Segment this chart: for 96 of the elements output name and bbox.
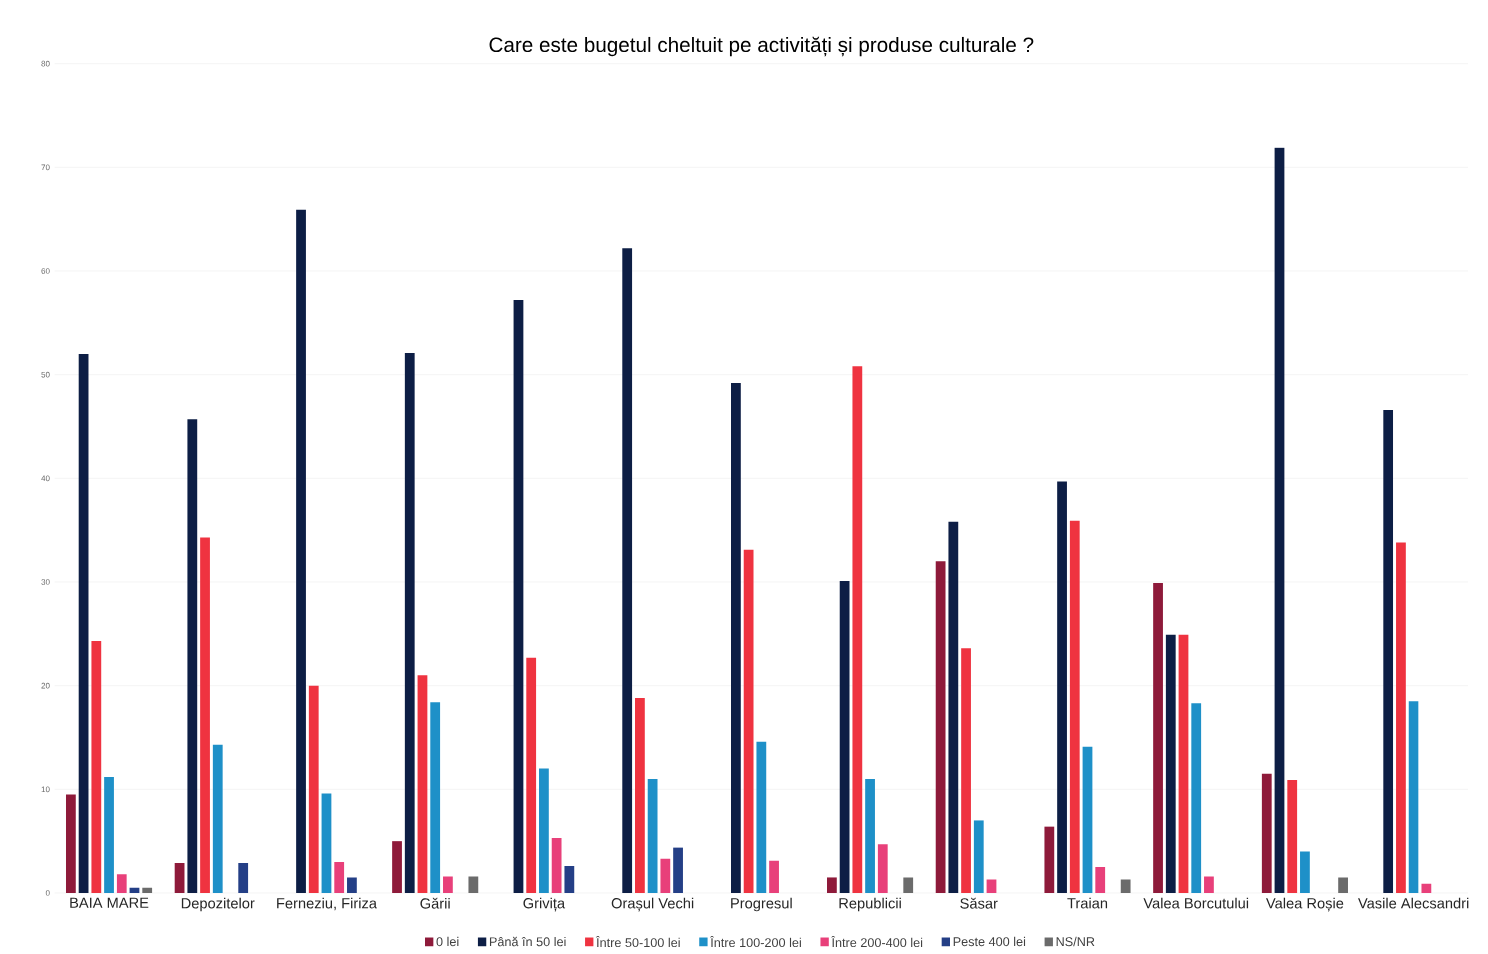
- bar: [104, 776, 114, 893]
- bar: [78, 353, 89, 893]
- bar: [347, 877, 357, 893]
- bar: [564, 865, 575, 893]
- bar: [1057, 481, 1067, 893]
- x-tick-label: Săsar: [960, 897, 998, 909]
- x-tick-label: Valea Borcutului: [1143, 897, 1249, 909]
- bar: [622, 248, 633, 893]
- y-tick-label: 0: [45, 890, 50, 896]
- y-tick-label: 10: [41, 786, 50, 793]
- bar: [1261, 773, 1272, 893]
- bar: [308, 685, 319, 893]
- bar: [526, 657, 537, 893]
- bar: [1383, 409, 1394, 893]
- x-tick-label: Vasile Alecsandri: [1358, 897, 1469, 909]
- bar: [1044, 826, 1055, 893]
- bar: [961, 648, 971, 893]
- bar: [187, 419, 198, 893]
- bar: [647, 778, 658, 893]
- bar: [296, 209, 306, 893]
- bar: [443, 876, 453, 893]
- bar: [65, 794, 76, 893]
- x-tick-label: Traian: [1067, 897, 1108, 909]
- x-tick-label: Ferneziu, Firiza: [277, 897, 377, 911]
- bar: [865, 778, 875, 893]
- legend-label: Între 100-200 lei: [709, 935, 801, 947]
- y-tick-label: 70: [41, 164, 50, 171]
- bar: [1165, 634, 1176, 893]
- bar: [660, 858, 671, 893]
- bar: [635, 697, 645, 893]
- y-tick-label: 40: [41, 475, 50, 482]
- bar: [1408, 701, 1419, 893]
- bar: [1178, 634, 1189, 893]
- legend-label: Peste 400 lei: [953, 936, 1026, 946]
- bar: [1421, 883, 1432, 893]
- x-tick-label: Orașul Vechi: [611, 897, 694, 912]
- bar: [1287, 779, 1298, 893]
- bar: [756, 741, 767, 893]
- legend-label: NS/NR: [1056, 936, 1095, 946]
- bar: [839, 580, 850, 893]
- y-tick-label: 30: [41, 579, 50, 585]
- bar: [1191, 703, 1202, 893]
- legend-label: Până în 50 lei: [489, 936, 566, 947]
- x-tick-label: BAIA MARE: [70, 897, 149, 908]
- bar: [1095, 866, 1106, 893]
- bar: [1153, 582, 1163, 893]
- y-tick-label: 80: [41, 60, 50, 67]
- bar: [1300, 851, 1310, 893]
- legend-label: 0 lei: [436, 936, 459, 946]
- bar: [973, 820, 984, 893]
- bar: [1274, 147, 1285, 893]
- bar: [174, 862, 185, 893]
- bar: [551, 837, 562, 893]
- legend-label: Între 50-100 lei: [595, 935, 680, 947]
- bar: [1069, 520, 1080, 893]
- bar: [1396, 542, 1406, 893]
- bar: [392, 841, 402, 893]
- bar: [513, 299, 524, 893]
- bar: [1204, 876, 1214, 893]
- bar: [430, 702, 441, 893]
- x-tick-label: Gării: [420, 897, 450, 909]
- bar: [852, 366, 863, 893]
- bar: [334, 861, 345, 893]
- chart-title: Care este bugetul cheltuit pe activități și produse culturale ?: [489, 36, 1034, 57]
- bar: [903, 877, 914, 893]
- y-tick-label: 20: [41, 682, 50, 689]
- bar: [116, 874, 127, 893]
- y-tick-label: 50: [41, 371, 50, 378]
- bar: [417, 675, 428, 893]
- bar: [212, 744, 223, 893]
- x-tick-label: Progresul: [731, 897, 792, 912]
- x-tick-label: Valea Roșie: [1266, 897, 1344, 912]
- bar: [539, 768, 549, 893]
- bar: [877, 844, 888, 893]
- bar: [91, 640, 102, 893]
- x-tick-label: Republicii: [839, 897, 901, 912]
- bar: [404, 352, 415, 893]
- bar: [743, 549, 754, 893]
- bar: [1120, 879, 1131, 893]
- bar: [200, 537, 210, 893]
- bar: [1082, 746, 1093, 893]
- legend-label: Între 200-400 lei: [831, 935, 923, 947]
- x-tick-label: Depozitelor: [181, 897, 255, 912]
- bar: [468, 876, 479, 893]
- bar: [935, 561, 946, 893]
- y-tick-label: 60: [41, 268, 50, 274]
- bar: [238, 862, 249, 893]
- bar: [1338, 877, 1348, 893]
- bar: [673, 847, 683, 893]
- bar: [948, 521, 959, 893]
- bar: [142, 887, 153, 893]
- bar: [827, 877, 837, 893]
- bar: [769, 860, 779, 893]
- x-tick-label: Grivița: [523, 897, 566, 912]
- bar: [731, 382, 741, 893]
- bar: [321, 793, 332, 893]
